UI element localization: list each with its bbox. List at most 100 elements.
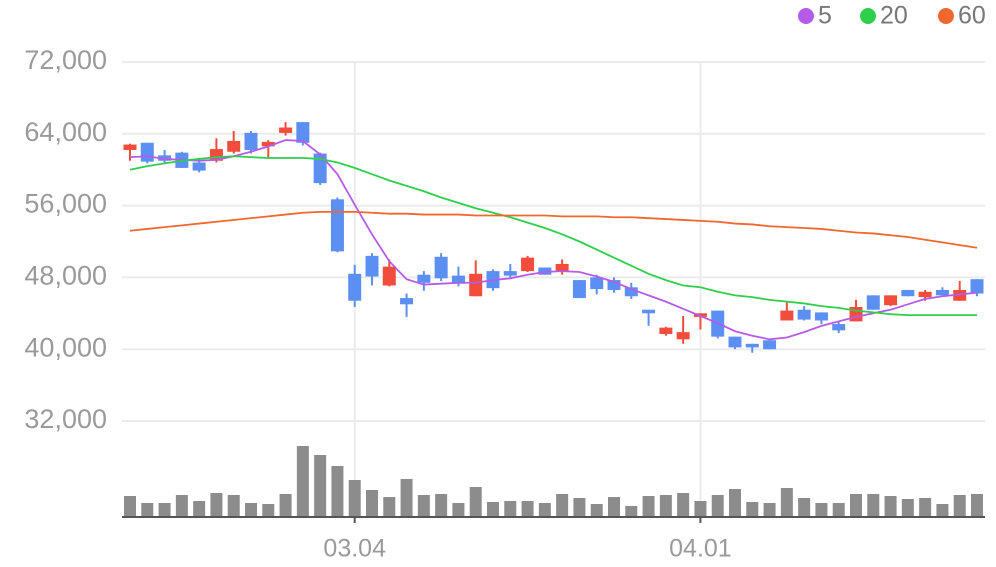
volume-bar [729, 489, 741, 517]
volume-bar [590, 504, 603, 517]
volume-bar [625, 506, 638, 517]
candle-body [279, 127, 293, 133]
volume-bar [210, 493, 223, 517]
volume-bar [175, 495, 188, 517]
candle-body [400, 298, 414, 305]
candle-body [590, 277, 604, 290]
y-tick-label: 56,000 [24, 189, 107, 219]
volume-bar [832, 503, 845, 517]
candle-body [624, 287, 638, 297]
y-tick-label: 48,000 [24, 261, 107, 291]
candle-body [313, 153, 327, 184]
legend-label: 5 [818, 2, 832, 30]
candle-body [659, 327, 673, 334]
candle-body [814, 312, 828, 321]
volume-bar [953, 495, 966, 517]
candle-body [227, 140, 241, 152]
volume-bar [677, 493, 690, 517]
volume-bar [780, 488, 793, 517]
volume-bar [227, 495, 240, 517]
candle-body [365, 255, 379, 277]
volume-bar [296, 446, 309, 517]
volume-bar [193, 501, 206, 517]
candle-body [780, 310, 794, 321]
volume-bar [141, 503, 154, 517]
candle-body [296, 122, 310, 143]
volume-bar [867, 494, 880, 517]
volume-bar [366, 490, 378, 517]
volume-bar [383, 497, 396, 517]
candle-body [503, 271, 517, 276]
candle-body [763, 340, 777, 350]
legend-label: 20 [880, 2, 908, 30]
volume-bar [711, 495, 724, 517]
candle-body [244, 132, 258, 150]
volume-bar [452, 503, 465, 517]
candle-body [330, 199, 344, 252]
candle-body [642, 309, 656, 314]
volume-bar [314, 455, 327, 517]
y-tick-label: 40,000 [24, 332, 107, 362]
volume-bar [919, 498, 932, 517]
volume-bar [659, 495, 672, 517]
volume-bar [556, 494, 569, 517]
x-tick-label: 03.04 [323, 535, 386, 563]
volume-bar [521, 501, 534, 517]
candle-body [451, 275, 465, 284]
legend-dot [798, 8, 814, 24]
candle-body [348, 273, 362, 301]
volume-bar [279, 494, 292, 517]
candle-body [607, 280, 621, 290]
ma-line [129, 139, 978, 341]
volume-bar [469, 487, 482, 517]
candle-body [209, 149, 223, 161]
candle-body [918, 291, 932, 298]
candle-body [866, 295, 880, 310]
volume-bar [901, 499, 914, 517]
candle-body [123, 144, 137, 150]
y-tick-label: 32,000 [24, 404, 107, 434]
volume-bar [642, 496, 655, 517]
candle-body [745, 343, 759, 348]
volume-bar [763, 503, 776, 517]
volume-bar [694, 501, 707, 517]
candle-body [728, 336, 742, 348]
y-tick-label: 64,000 [24, 117, 107, 147]
candle-body [382, 266, 396, 286]
volume-bar [850, 494, 862, 517]
volume-bar [158, 503, 171, 517]
volume-bar [815, 503, 828, 517]
volume-bar [971, 494, 983, 517]
volume-bar [400, 479, 413, 517]
candle-body [935, 289, 949, 296]
volume-bar [348, 480, 361, 517]
candle-body [434, 256, 448, 279]
volume-bar [245, 503, 257, 517]
volume-bar [746, 502, 759, 517]
legend-label: 60 [958, 2, 986, 30]
volume-bar [538, 503, 551, 517]
candle-body [970, 279, 984, 294]
volume-bar [884, 496, 897, 517]
y-tick-label: 72,000 [24, 45, 107, 75]
candle-body [572, 280, 586, 299]
volume-bar [262, 504, 275, 517]
candle-body [521, 257, 535, 272]
candle-body [140, 142, 154, 162]
volume-bar [487, 502, 499, 517]
x-tick-label: 04.01 [669, 535, 732, 563]
ma-line [129, 155, 977, 316]
candle-body [797, 309, 811, 320]
volume-bar [124, 496, 136, 517]
candle-body [469, 273, 483, 297]
candle-body [261, 141, 275, 147]
candle-body [884, 295, 898, 306]
candle-body [555, 263, 569, 272]
volume-bar [573, 498, 586, 517]
volume-bar [417, 495, 430, 517]
volume-bar [798, 498, 811, 517]
volume-bar [435, 494, 448, 517]
volume-bar [331, 466, 344, 517]
legend-dot [860, 8, 876, 24]
